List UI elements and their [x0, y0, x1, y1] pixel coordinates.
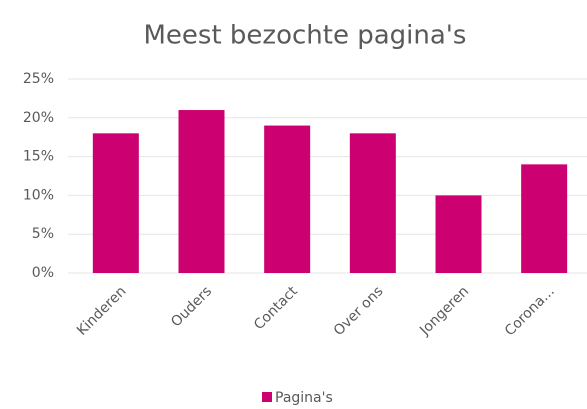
chart-title: Meest bezochte pagina's — [144, 21, 467, 51]
bar — [521, 164, 568, 273]
bar — [349, 133, 396, 273]
y-tick-label: 0% — [32, 265, 54, 281]
y-tick-label: 5% — [32, 226, 54, 242]
legend-swatch — [262, 392, 272, 402]
bar — [92, 133, 139, 273]
y-tick-label: 10% — [23, 187, 54, 203]
legend-label: Pagina's — [275, 390, 333, 406]
y-tick-label: 25% — [23, 71, 54, 87]
bar — [435, 195, 482, 273]
y-tick-label: 20% — [23, 110, 54, 126]
bar — [178, 110, 225, 273]
bar — [264, 125, 311, 273]
y-tick-label: 15% — [23, 149, 54, 165]
